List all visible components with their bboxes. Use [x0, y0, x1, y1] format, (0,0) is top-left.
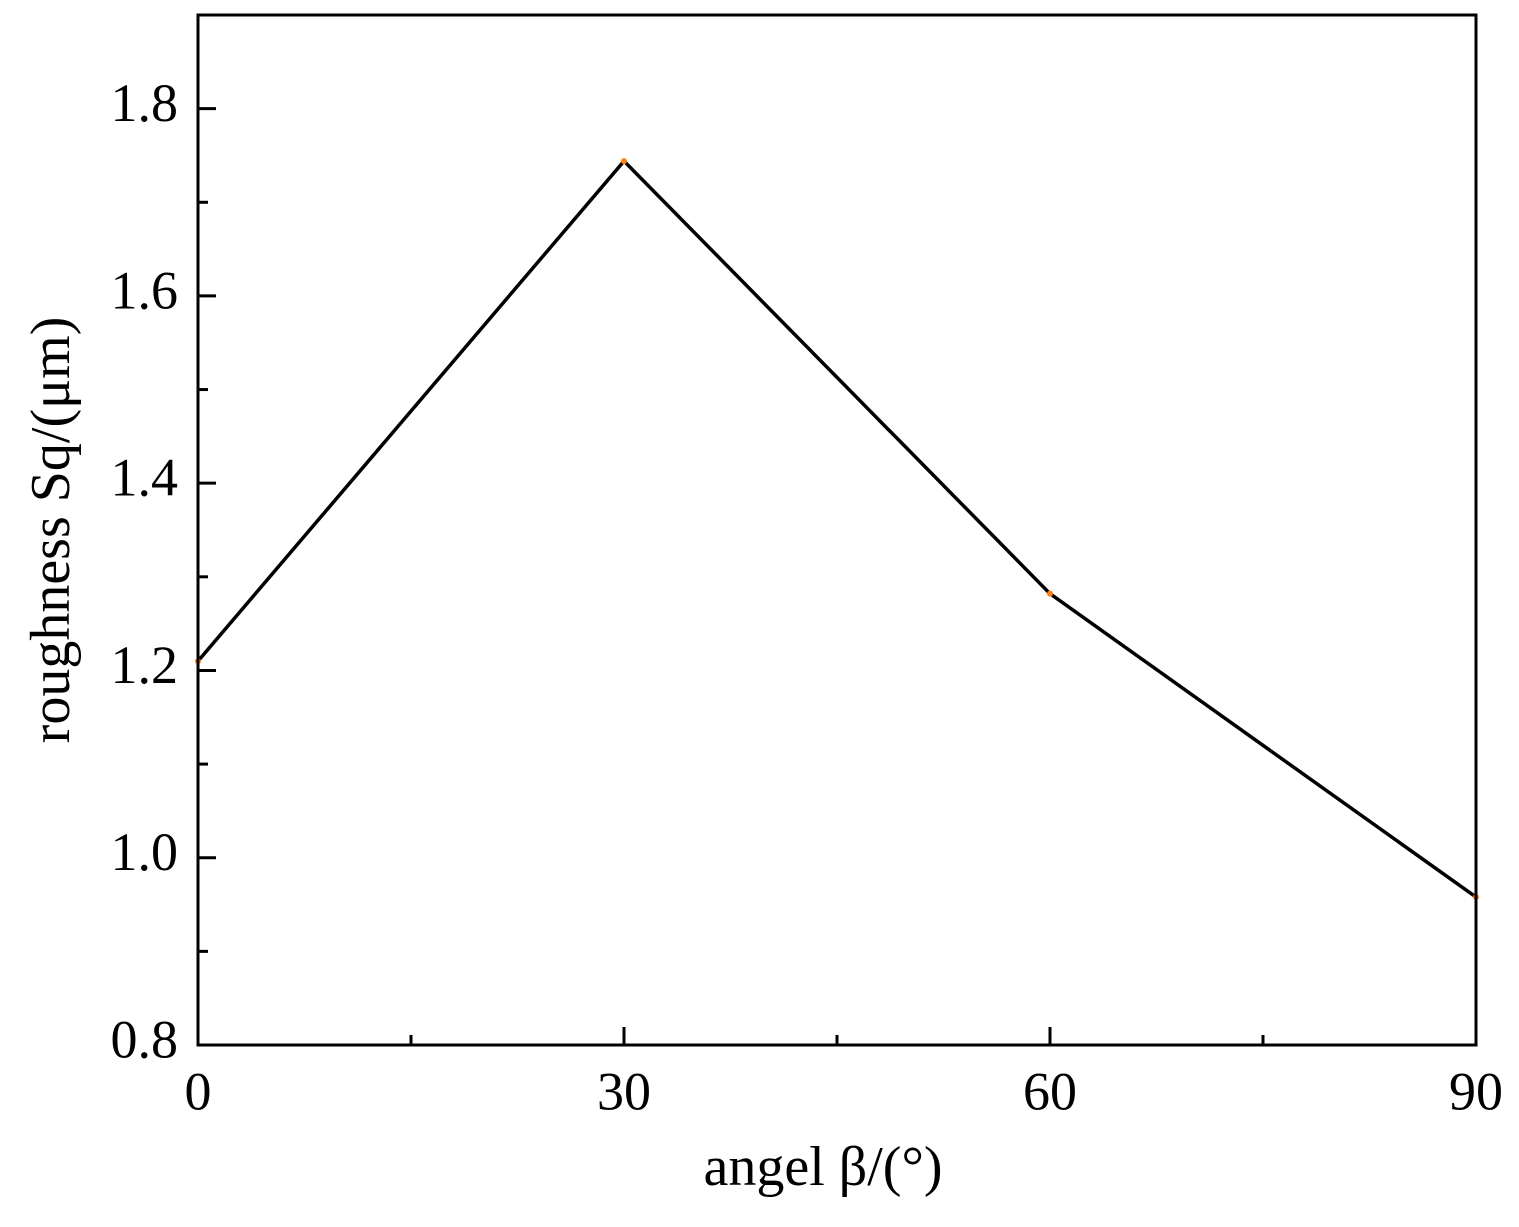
y-tick-label: 0.8 — [111, 1009, 179, 1069]
x-axis-title: angel β/(°) — [703, 1136, 942, 1198]
plot-frame — [196, 13, 1478, 1047]
y-tick-label: 1.2 — [111, 635, 179, 695]
data-point — [1047, 590, 1053, 597]
data-point — [621, 158, 627, 165]
data-line — [196, 158, 1478, 899]
y-tick-label: 1.8 — [111, 73, 179, 133]
x-tick-label: 30 — [597, 1061, 651, 1121]
y-tick-label: 1.0 — [111, 822, 179, 882]
x-tick-label: 90 — [1449, 1061, 1503, 1121]
x-tick-label: 0 — [185, 1061, 212, 1121]
y-tick-label: 1.4 — [111, 448, 179, 508]
x-tick-label: 60 — [1023, 1061, 1077, 1121]
y-tick-label: 1.6 — [111, 260, 179, 320]
y-axis-title: roughness Sq/(μm) — [20, 317, 82, 744]
